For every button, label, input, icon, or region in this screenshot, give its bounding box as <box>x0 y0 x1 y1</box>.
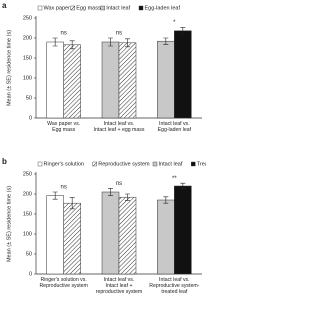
error-bar <box>108 188 113 196</box>
annotation: * <box>173 20 176 26</box>
bar <box>174 30 192 119</box>
legend-swatch <box>70 5 75 11</box>
panel-label: b <box>2 157 7 166</box>
bar <box>101 41 120 119</box>
y-tick-label: 250 <box>23 171 32 177</box>
y-tick-label: 200 <box>23 35 32 41</box>
error-bar <box>163 37 169 45</box>
x-tick-label: Intact leaf vs. Egg-laden leaf <box>157 121 192 133</box>
error-bar <box>108 37 113 47</box>
bar <box>174 185 192 275</box>
annotation: ** <box>172 176 177 182</box>
panel-label: a <box>2 1 7 10</box>
chart: a Mean (± SE) residence time (s) 0 50 100 150… <box>2 1 206 277</box>
legend-label: Wax paper <box>44 5 71 11</box>
legend-swatch <box>37 161 43 167</box>
error-bar <box>125 193 130 201</box>
x-tick-label: Intact leaf vs. Reproductive system- tre… <box>149 277 200 295</box>
y-axis-title: Mean (± SE) residence time (s) <box>6 30 12 106</box>
error-bar <box>180 182 186 190</box>
bar <box>63 202 81 275</box>
bar <box>63 44 81 119</box>
bar <box>118 42 137 119</box>
legend-swatch <box>138 5 144 11</box>
bar <box>46 41 64 119</box>
bar <box>46 195 64 275</box>
y-tick-label: 100 <box>23 231 32 237</box>
legend-swatch <box>152 161 158 167</box>
bar <box>118 196 137 275</box>
figure: a Mean (± SE) residence time (s) 0 50 100 150… <box>2 1 206 295</box>
error-bar <box>125 38 130 48</box>
bar <box>157 199 175 275</box>
y-tick-label: 100 <box>23 75 32 81</box>
y-tick-label: 50 <box>26 95 32 101</box>
y-tick-label: 0 <box>29 115 32 121</box>
error-bar <box>52 191 58 200</box>
y-tick-label: 0 <box>29 271 32 277</box>
error-bar <box>69 197 75 210</box>
bar <box>101 191 120 275</box>
bar <box>157 40 175 119</box>
legend-label: Intact leaf <box>106 5 130 11</box>
legend-label: Intact leaf <box>159 161 183 167</box>
error-bar <box>52 37 58 47</box>
legend-label: Treated leaf <box>197 161 206 167</box>
y-tick-label: 250 <box>23 15 32 21</box>
y-tick-label: 200 <box>23 191 32 197</box>
error-bar <box>163 196 169 204</box>
legend-label: Ringer's solution <box>44 161 85 167</box>
annotation: ns <box>116 31 122 37</box>
y-axis-title: Mean (± SE) residence time (s) <box>6 186 12 262</box>
y-tick-label: 150 <box>23 211 32 217</box>
y-tick-label: 50 <box>26 251 32 257</box>
annotation: ns <box>60 185 66 191</box>
legend-swatch <box>191 161 196 167</box>
legend-label: Egg-laden leaf <box>145 5 181 11</box>
legend-label: Egg mass <box>76 5 101 11</box>
legend-swatch <box>100 5 105 11</box>
x-tick-label: Wax paper vs. Egg mass <box>47 121 81 133</box>
x-tick-label: Intact leaf vs. Intact leaf + reproducti… <box>95 277 143 295</box>
legend-label: Reproductive system <box>98 161 150 167</box>
x-tick-label: Intact leaf vs. Intact leaf + egg mass <box>93 121 145 133</box>
annotation: ns <box>60 31 66 37</box>
legend-swatch <box>92 161 97 167</box>
y-tick-label: 150 <box>23 55 32 61</box>
legend-swatch <box>37 5 43 11</box>
error-bar <box>69 40 75 50</box>
annotation: ns <box>116 181 122 187</box>
x-tick-label: Ringer's solution vs. Reproductive syste… <box>39 277 88 289</box>
error-bar <box>180 27 186 35</box>
